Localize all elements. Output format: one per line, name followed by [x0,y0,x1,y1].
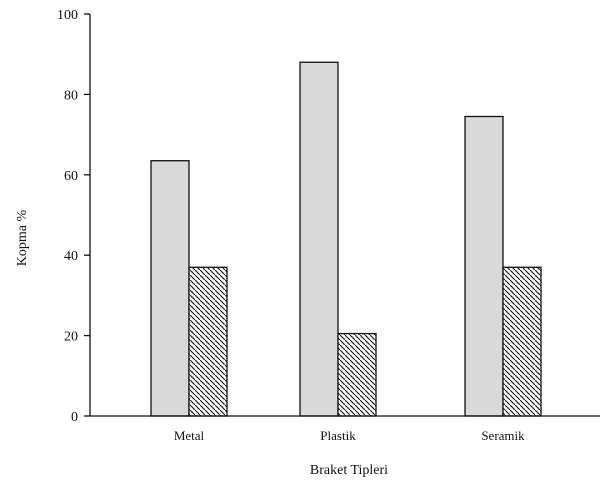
bar-metal-series-2 [188,266,228,417]
x-category-label-metal: Metal [174,428,205,443]
y-tick-label-100: 100 [57,8,78,23]
bar-seramik-series-2 [502,266,542,417]
bars-group [150,61,542,417]
y-axis-title: Kopma % [15,209,30,266]
labels-group: 0 20 40 60 80 100 Metal Plastik Seramik [57,8,525,443]
x-category-label-seramik: Seramik [481,428,525,443]
y-tick-label-0: 0 [71,410,78,425]
y-tick-label-80: 80 [64,88,78,103]
y-tick-label-60: 60 [64,169,78,184]
bar-metal-series-1 [150,160,190,417]
bar-plastik-series-1 [299,61,339,417]
y-tick-label-20: 20 [64,330,78,345]
x-axis-title: Braket Tipleri [310,463,388,478]
axes-group [84,13,600,417]
y-tick-label-40: 40 [64,249,78,264]
bar-seramik-series-1 [464,115,504,417]
x-category-label-plastik: Plastik [320,428,356,443]
bar-plastik-series-2 [337,332,377,417]
